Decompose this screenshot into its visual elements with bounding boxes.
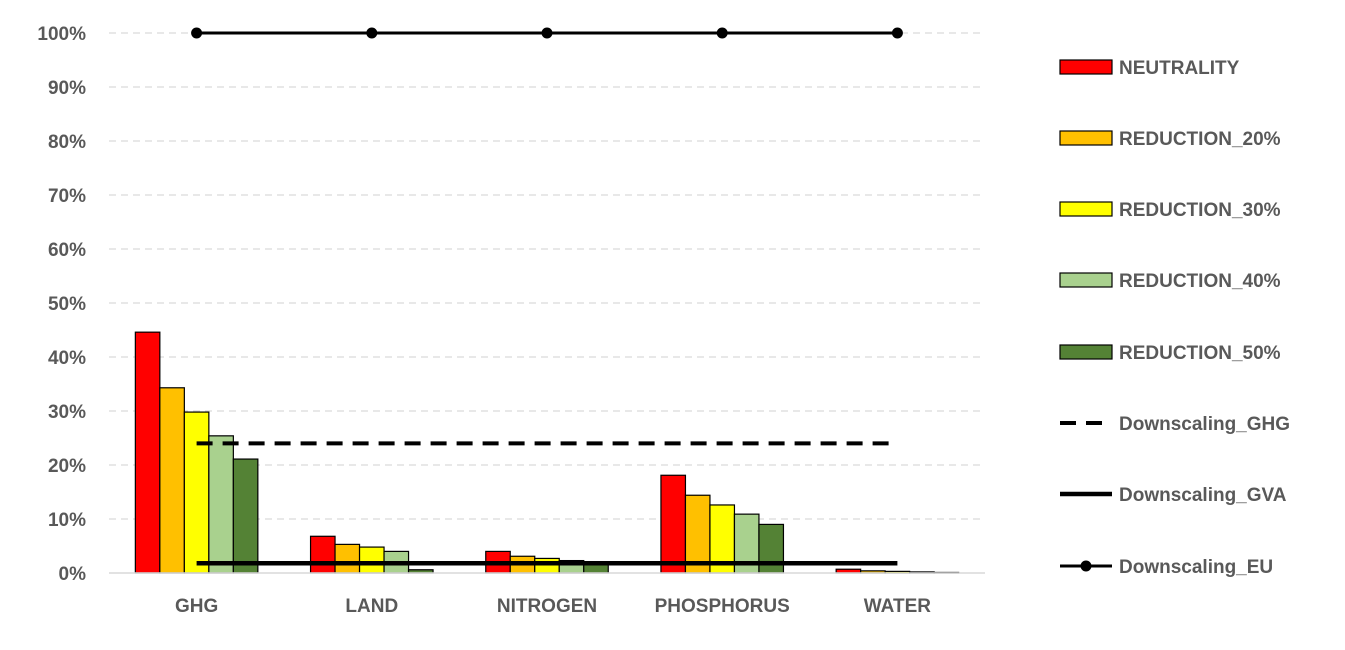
x-category-label: GHG (175, 596, 218, 617)
bar-reduction-40--ghg (208, 435, 234, 574)
y-tick-label: 30% (48, 402, 86, 423)
x-category-label: NITROGEN (497, 596, 597, 617)
legend-label: Downscaling_EU (1119, 557, 1273, 578)
legend: NEUTRALITY REDUCTION_20% REDUCTION_30% REDU… (1059, 58, 1290, 578)
bar-neutrality-land (309, 535, 336, 574)
marker-downscaling-eu (366, 27, 378, 39)
x-category-label: WATER (864, 596, 931, 617)
gridlines (109, 32, 985, 520)
legend-label: REDUCTION_50% (1119, 343, 1281, 364)
bar-reduction-50--phosphorus (758, 523, 785, 574)
legend-marker-downscaling-eu (1080, 560, 1092, 572)
legend-label: REDUCTION_30% (1119, 200, 1281, 221)
bar-reduction-20--ghg (159, 387, 185, 574)
legend-swatch-reduction-40- (1059, 272, 1113, 288)
y-tick-label: 60% (48, 240, 86, 261)
y-tick-label: 90% (48, 78, 86, 99)
legend-swatch-reduction-50- (1059, 344, 1113, 360)
y-tick-label: 20% (48, 456, 86, 477)
series-lines (191, 27, 903, 566)
marker-downscaling-eu (891, 27, 903, 39)
marker-downscaling-eu (541, 27, 553, 39)
legend-label: Downscaling_GHG (1119, 414, 1290, 435)
bar-reduction-20--land (334, 543, 361, 574)
bar-reduction-30--nitrogen (534, 557, 560, 574)
bar-reduction-30--ghg (183, 411, 210, 574)
y-tick-label: 10% (48, 510, 86, 531)
bars (134, 331, 960, 574)
bar-reduction-50--ghg (232, 458, 259, 574)
x-axis-categories: GHG LAND NITROGEN PHOSPHORUS WATER (175, 596, 931, 617)
x-category-label: PHOSPHORUS (655, 596, 790, 617)
legend-label: REDUCTION_20% (1119, 129, 1281, 150)
legend-label: Downscaling_GVA (1119, 485, 1287, 506)
y-tick-label: 0% (59, 564, 87, 585)
y-tick-label: 70% (48, 186, 86, 207)
legend-swatch-reduction-30- (1059, 201, 1113, 217)
x-category-label: LAND (345, 596, 398, 617)
bar-neutrality-ghg (134, 331, 161, 574)
y-tick-label: 80% (48, 132, 86, 153)
y-tick-label: 50% (48, 294, 86, 315)
legend-label: NEUTRALITY (1119, 58, 1240, 79)
legend-swatch-neutrality (1059, 59, 1113, 75)
bar-reduction-30--land (358, 546, 385, 574)
legend-swatch-reduction-20- (1059, 130, 1113, 146)
legend-label: REDUCTION_40% (1119, 271, 1281, 292)
y-axis-ticks: 0% 10% 20% 30% 40% 50% 60% 70% 80% 90% 100% (37, 24, 86, 585)
y-tick-label: 40% (48, 348, 86, 369)
y-tick-label: 100% (37, 24, 86, 45)
marker-downscaling-eu (716, 27, 728, 39)
marker-downscaling-eu (191, 27, 203, 39)
bar-neutrality-phosphorus (660, 474, 687, 574)
